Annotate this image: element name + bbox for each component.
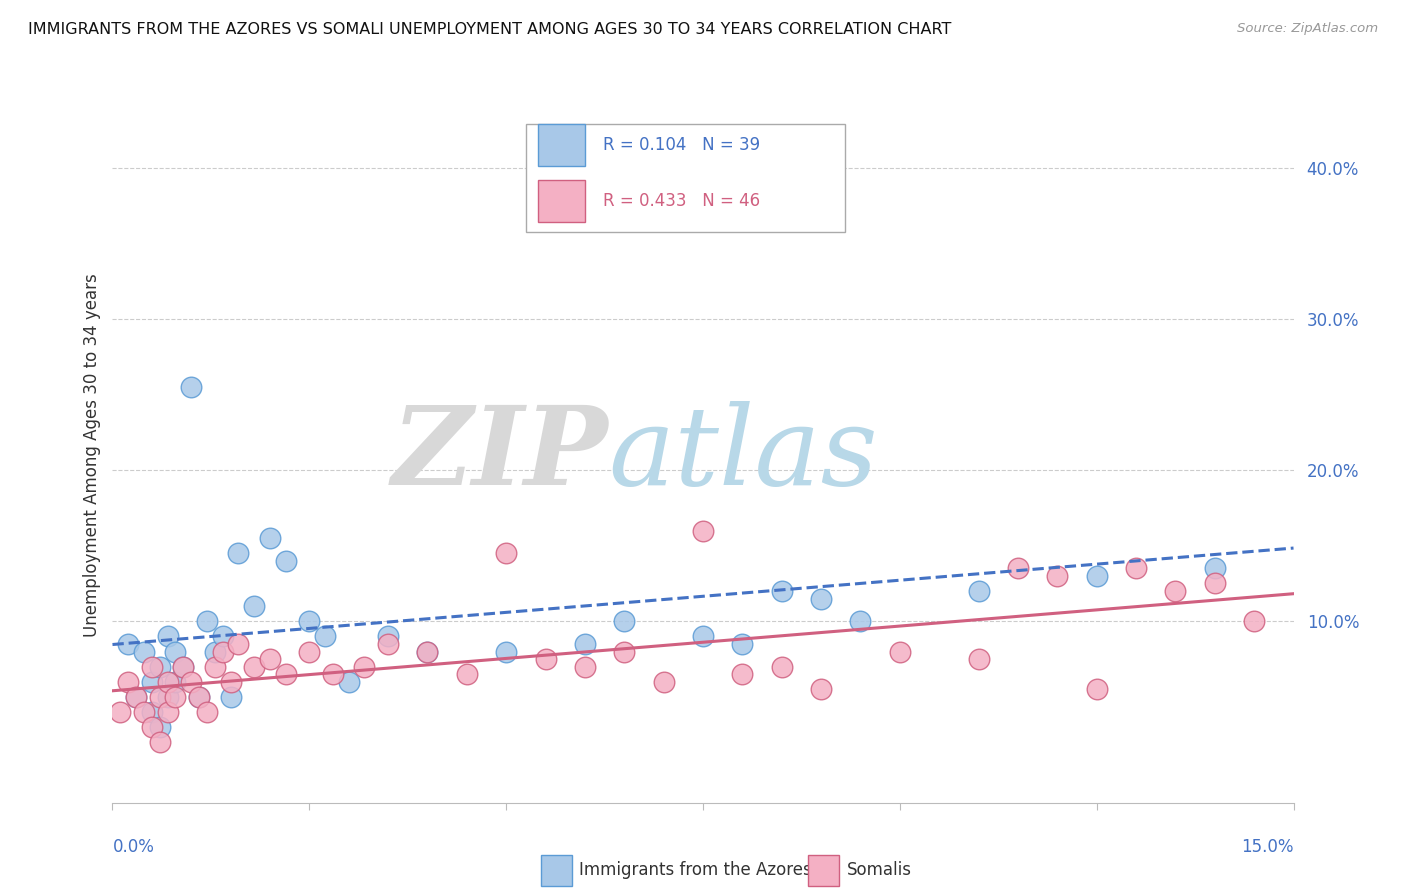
Point bbox=[228, 637, 250, 651]
Point bbox=[770, 584, 793, 599]
FancyBboxPatch shape bbox=[537, 125, 585, 166]
Point bbox=[195, 615, 218, 629]
Point bbox=[141, 705, 163, 719]
Point bbox=[770, 659, 793, 673]
Point bbox=[219, 690, 242, 704]
Point bbox=[243, 659, 266, 673]
FancyBboxPatch shape bbox=[537, 180, 585, 222]
Point bbox=[298, 615, 321, 629]
Point bbox=[298, 644, 321, 658]
Point bbox=[495, 546, 517, 560]
Text: 15.0%: 15.0% bbox=[1241, 838, 1294, 856]
Point bbox=[692, 629, 714, 643]
Point bbox=[314, 629, 336, 643]
Point bbox=[125, 690, 148, 704]
Point bbox=[180, 674, 202, 689]
Point bbox=[188, 690, 211, 704]
Point bbox=[211, 644, 233, 658]
Point bbox=[172, 659, 194, 673]
Text: R = 0.433   N = 46: R = 0.433 N = 46 bbox=[603, 192, 759, 210]
Point bbox=[180, 380, 202, 394]
Point bbox=[731, 637, 754, 651]
Text: atlas: atlas bbox=[609, 401, 879, 508]
Point bbox=[1085, 569, 1108, 583]
Point bbox=[495, 644, 517, 658]
Point bbox=[117, 674, 139, 689]
Point bbox=[731, 667, 754, 681]
Text: Somalis: Somalis bbox=[846, 861, 911, 879]
Point bbox=[692, 524, 714, 538]
Point bbox=[1125, 561, 1147, 575]
Point bbox=[228, 546, 250, 560]
Point bbox=[416, 644, 439, 658]
Point bbox=[156, 705, 179, 719]
Point bbox=[165, 674, 187, 689]
Point bbox=[1085, 682, 1108, 697]
Point bbox=[149, 690, 172, 704]
Point bbox=[259, 531, 281, 545]
Point bbox=[156, 629, 179, 643]
Point bbox=[574, 637, 596, 651]
Point bbox=[652, 674, 675, 689]
Point bbox=[132, 644, 155, 658]
Point bbox=[967, 652, 990, 666]
Point bbox=[165, 644, 187, 658]
Point bbox=[613, 644, 636, 658]
Point bbox=[188, 690, 211, 704]
Point bbox=[322, 667, 344, 681]
Point bbox=[1046, 569, 1069, 583]
Point bbox=[810, 591, 832, 606]
Point bbox=[259, 652, 281, 666]
Point bbox=[377, 629, 399, 643]
Point bbox=[149, 720, 172, 734]
Point bbox=[849, 615, 872, 629]
Point bbox=[889, 644, 911, 658]
Point bbox=[1204, 576, 1226, 591]
Point bbox=[156, 674, 179, 689]
Point bbox=[132, 705, 155, 719]
Point bbox=[353, 659, 375, 673]
Text: 0.0%: 0.0% bbox=[112, 838, 155, 856]
Point bbox=[195, 705, 218, 719]
Point bbox=[1164, 584, 1187, 599]
Point bbox=[574, 659, 596, 673]
Point bbox=[204, 659, 226, 673]
Point bbox=[204, 644, 226, 658]
Text: R = 0.104   N = 39: R = 0.104 N = 39 bbox=[603, 136, 759, 154]
Point bbox=[274, 667, 297, 681]
Point bbox=[377, 637, 399, 651]
Point bbox=[165, 690, 187, 704]
Text: Immigrants from the Azores: Immigrants from the Azores bbox=[579, 861, 813, 879]
Point bbox=[337, 674, 360, 689]
Point bbox=[456, 667, 478, 681]
Point bbox=[534, 191, 557, 205]
Point bbox=[149, 659, 172, 673]
Point bbox=[141, 720, 163, 734]
Point bbox=[1007, 561, 1029, 575]
Text: ZIP: ZIP bbox=[392, 401, 609, 508]
Point bbox=[1243, 615, 1265, 629]
Point bbox=[219, 674, 242, 689]
Point bbox=[172, 659, 194, 673]
Point bbox=[211, 629, 233, 643]
Point bbox=[149, 735, 172, 749]
Point bbox=[1204, 561, 1226, 575]
Point bbox=[274, 554, 297, 568]
Point bbox=[613, 615, 636, 629]
Point bbox=[534, 652, 557, 666]
Point bbox=[156, 690, 179, 704]
Point bbox=[141, 659, 163, 673]
Point bbox=[967, 584, 990, 599]
Point bbox=[243, 599, 266, 614]
Text: IMMIGRANTS FROM THE AZORES VS SOMALI UNEMPLOYMENT AMONG AGES 30 TO 34 YEARS CORR: IMMIGRANTS FROM THE AZORES VS SOMALI UNE… bbox=[28, 22, 952, 37]
Point bbox=[110, 705, 132, 719]
Text: Source: ZipAtlas.com: Source: ZipAtlas.com bbox=[1237, 22, 1378, 36]
Point bbox=[141, 674, 163, 689]
Point bbox=[810, 682, 832, 697]
FancyBboxPatch shape bbox=[526, 124, 845, 232]
Point bbox=[117, 637, 139, 651]
Point bbox=[416, 644, 439, 658]
Y-axis label: Unemployment Among Ages 30 to 34 years: Unemployment Among Ages 30 to 34 years bbox=[83, 273, 101, 637]
Point bbox=[125, 690, 148, 704]
